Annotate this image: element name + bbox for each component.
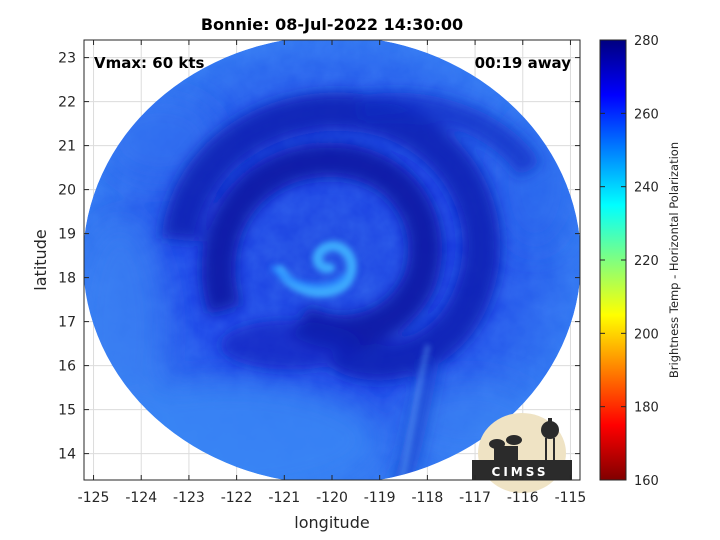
satellite-dish-2 (506, 435, 522, 445)
x-tick-label: -123 (173, 490, 205, 506)
x-tick-label: -124 (125, 490, 157, 506)
x-tick-label: -117 (459, 490, 491, 506)
y-tick-label: 20 (58, 183, 76, 199)
colorbar: 160 180 200 220 240 260 280 Brightness Temp - … (599, 34, 681, 489)
x-tick-label: -125 (78, 490, 110, 506)
colorbar-tick-label: 200 (634, 327, 659, 342)
y-tick-label: 17 (58, 315, 76, 331)
y-tick-label: 19 (58, 227, 76, 243)
x-tick-label: -115 (555, 490, 587, 506)
x-tick-label: -121 (268, 490, 300, 506)
x-axis: -125 -124 -123 -122 -121 -120 -119 -118 -117 -116… (78, 40, 587, 506)
cimss-logo: CIMSS (472, 413, 572, 493)
swath-streak (397, 344, 431, 480)
colorbar-tick-label: 160 (634, 474, 659, 489)
y-tick-label: 18 (58, 271, 76, 287)
logo-text: CIMSS (492, 465, 549, 479)
y-tick-label: 23 (58, 51, 76, 67)
y-axis: 14 15 16 17 18 19 20 21 22 23 (58, 51, 580, 463)
logo-ground (472, 460, 572, 480)
colorbar-tick-label: 280 (634, 34, 659, 49)
colorbar-tick-label: 260 (634, 107, 659, 122)
time-away-annotation: 00:19 away (475, 54, 572, 72)
colorbar-tick-label: 240 (634, 181, 659, 196)
chart-title: Bonnie: 08-Jul-2022 14:30:00 (201, 15, 463, 34)
water-tower-tank (541, 421, 559, 439)
y-tick-label: 22 (58, 95, 76, 111)
y-tick-label: 14 (58, 447, 76, 463)
x-tick-label: -119 (364, 490, 396, 506)
x-tick-label: -120 (316, 490, 348, 506)
colorbar-tick-label: 180 (634, 401, 659, 416)
x-tick-label: -116 (507, 490, 539, 506)
colorbar-label: Brightness Temp - Horizontal Polarizatio… (667, 142, 681, 378)
colorbar-tick-label: 220 (634, 254, 659, 269)
x-tick-label: -122 (221, 490, 253, 506)
x-tick-label: -118 (411, 490, 443, 506)
y-tick-label: 15 (58, 403, 76, 419)
y-tick-label: 21 (58, 139, 76, 155)
x-axis-label: longitude (294, 513, 369, 532)
eye-spiral (269, 241, 357, 298)
y-tick-label: 16 (58, 359, 76, 375)
colorbar-ticks: 160 180 200 220 240 260 280 (600, 34, 659, 489)
vmax-annotation: Vmax: 60 kts (94, 54, 204, 72)
brightness-temperature-image (84, 40, 580, 480)
y-axis-label: latitude (31, 229, 50, 290)
